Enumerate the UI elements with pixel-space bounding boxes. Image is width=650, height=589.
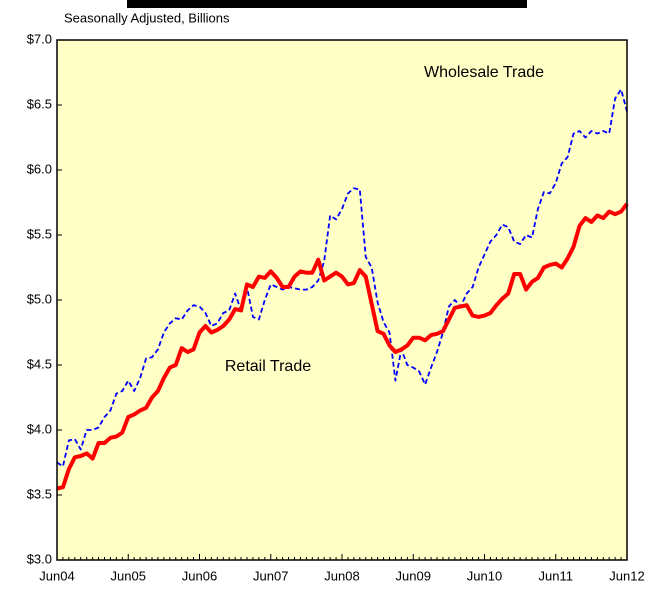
x-tick-label: Jun08 [324, 568, 359, 583]
x-tick-label: Jun10 [467, 568, 502, 583]
x-tick-label: Jun07 [253, 568, 288, 583]
x-tick-label: Jun05 [111, 568, 146, 583]
plot-area [57, 40, 627, 560]
x-tick-label: Jun06 [182, 568, 217, 583]
y-tick-label: $4.5 [27, 356, 52, 371]
x-tick-label: Jun12 [609, 568, 644, 583]
x-tick-label: Jun09 [396, 568, 431, 583]
y-tick-label: $4.0 [27, 421, 52, 436]
y-tick-label: $5.5 [27, 226, 52, 241]
y-tick-label: $5.0 [27, 291, 52, 306]
x-tick-label: Jun04 [39, 568, 74, 583]
title-bar [127, 0, 527, 8]
annotation: Retail Trade [225, 358, 311, 375]
y-tick-label: $7.0 [27, 31, 52, 46]
series-line [56, 88, 628, 468]
y-tick-label: $6.0 [27, 161, 52, 176]
y-tick-label: $3.0 [27, 551, 52, 566]
y-tick-label: $6.5 [27, 96, 52, 111]
x-tick-label: Jun11 [539, 568, 573, 583]
plot-border [56, 39, 628, 561]
annotation: Wholesale Trade [424, 64, 544, 81]
y-tick-label: $3.5 [27, 486, 52, 501]
series-line [56, 202, 629, 491]
chart-subtitle: Seasonally Adjusted, Billions [64, 10, 230, 25]
